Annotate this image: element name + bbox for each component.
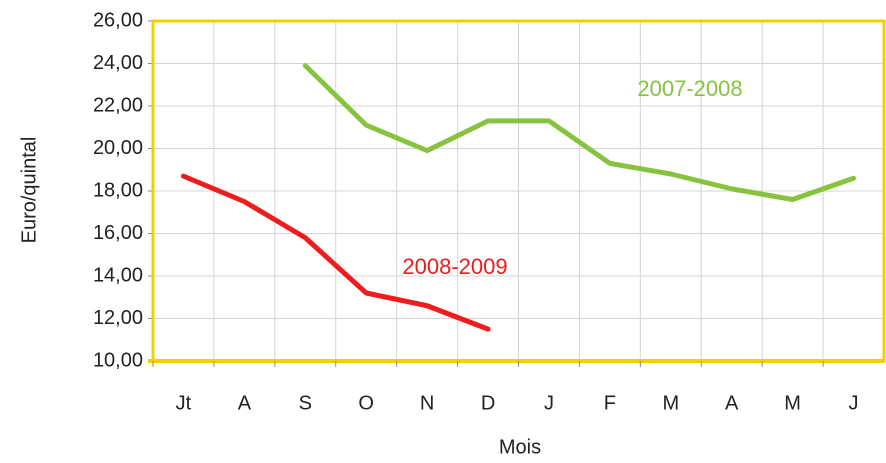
x-tick-label: M <box>784 392 801 414</box>
y-tick-label: 18,00 <box>93 179 143 201</box>
x-tick-label: N <box>420 392 434 414</box>
x-tick-label: D <box>481 392 495 414</box>
x-tick-label: O <box>358 392 374 414</box>
x-tick-label: M <box>662 392 679 414</box>
series-line <box>180 173 491 332</box>
series-label: 2007-2008 <box>637 76 742 101</box>
x-axis-label: Mois <box>499 436 541 458</box>
y-tick-label: 26,00 <box>93 9 143 31</box>
x-tick-label: S <box>299 392 312 414</box>
x-tick-label: J <box>849 392 859 414</box>
y-axis-label: Euro/quintal <box>18 137 40 244</box>
y-tick-label: 10,00 <box>93 349 143 371</box>
y-tick-label: 12,00 <box>93 307 143 329</box>
x-tick-label: J <box>544 392 554 414</box>
y-tick-label: 14,00 <box>93 264 143 286</box>
x-tick-label: Jt <box>176 392 192 414</box>
x-tick-label: F <box>604 392 616 414</box>
y-tick-label: 22,00 <box>93 94 143 116</box>
x-tick-label: A <box>725 392 739 414</box>
y-tick-label: 24,00 <box>93 52 143 74</box>
series-label: 2008-2009 <box>402 254 507 279</box>
series-line <box>302 63 857 202</box>
y-tick-label: 16,00 <box>93 222 143 244</box>
y-tick-label: 20,00 <box>93 137 143 159</box>
x-tick-label: A <box>238 392 252 414</box>
